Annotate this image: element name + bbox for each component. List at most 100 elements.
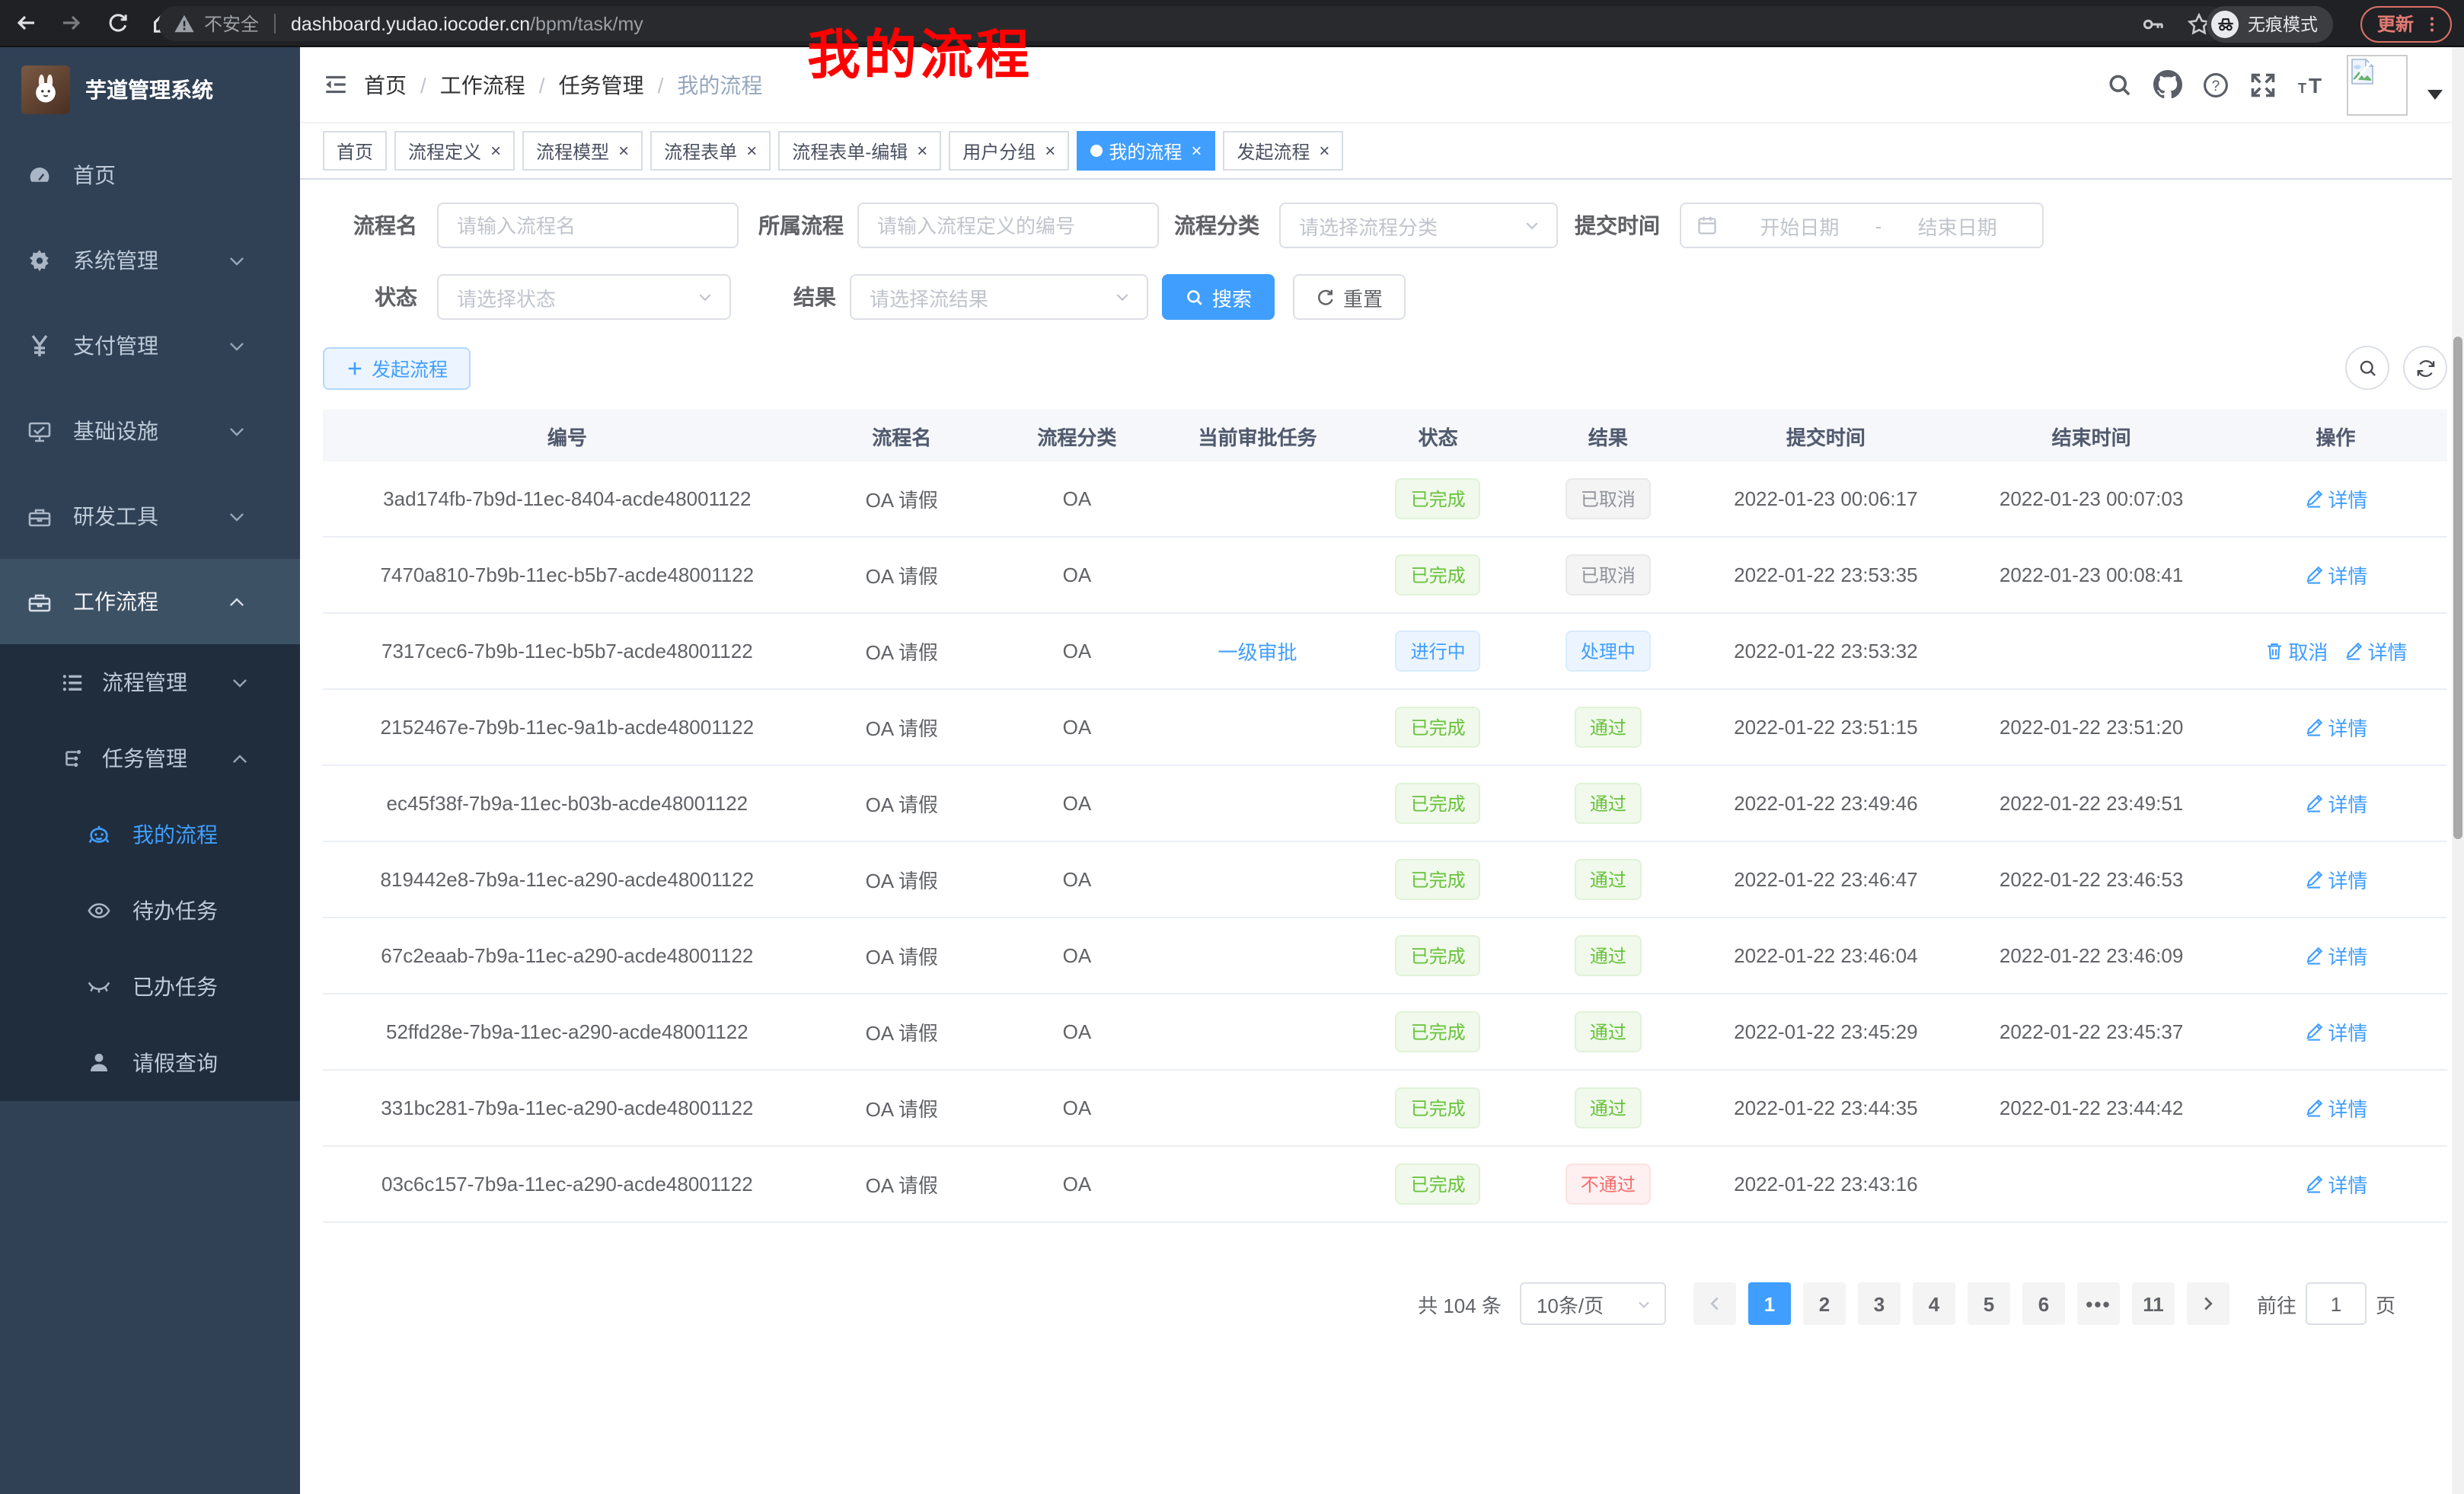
goto-page-input[interactable] [2305,1282,2367,1325]
action-详情-link[interactable]: 详情 [2303,484,2367,513]
browser-reload-button[interactable] [97,3,137,43]
close-tab-icon[interactable]: × [1319,140,1330,161]
tab-流程表单[interactable]: 流程表单 × [650,131,771,171]
scrollbar[interactable] [2452,47,2464,1494]
close-tab-icon[interactable]: × [490,140,502,161]
key-icon[interactable] [2141,11,2166,36]
sidebar-item-工作流程[interactable]: 工作流程 [0,559,300,644]
browser-back-button[interactable] [6,3,46,43]
more-pages-button[interactable]: ••• [2076,1282,2120,1325]
sidebar-item-待办任务[interactable]: 待办任务 [0,873,300,949]
result-select[interactable]: 请选择流结果 [850,274,1148,320]
sidebar-item-label: 流程管理 [102,670,187,694]
cell-status: 已完成 [1353,1164,1523,1205]
sidebar-item-请假查询[interactable]: 请假查询 [0,1025,300,1101]
tab-发起流程[interactable]: 发起流程 × [1223,131,1344,171]
table-row: 3ad174fb-7b9d-11ec-8404-acde48001122 OA 请… [323,461,2447,538]
avatar[interactable] [2347,54,2408,115]
action-详情-link[interactable]: 详情 [2303,941,2367,970]
github-button[interactable] [2153,70,2182,99]
tab-我的流程[interactable]: 我的流程 × [1077,131,1216,171]
show-search-toggle-button[interactable] [2345,346,2389,390]
tab-用户分组[interactable]: 用户分组 × [949,131,1070,171]
action-详情-link[interactable]: 详情 [2303,713,2367,742]
next-page-button[interactable] [2186,1282,2229,1325]
action-详情-link[interactable]: 详情 [2303,1170,2367,1199]
trash-icon [2264,641,2284,661]
page-button-5[interactable]: 5 [1967,1282,2010,1325]
security-label[interactable]: 不安全 [204,14,260,35]
browser-menu-dots-icon[interactable] [2423,13,2441,34]
breadcrumb-item-任务管理[interactable]: 任务管理 [558,72,644,97]
page-button-4[interactable]: 4 [1912,1282,1955,1325]
cell-category: OA [1062,1097,1092,1119]
header-search-button[interactable] [2106,71,2134,98]
tab-流程定义[interactable]: 流程定义 × [394,131,515,171]
page-size-select[interactable]: 10条/页 [1519,1282,1666,1325]
process-name-input[interactable] [437,203,739,248]
cell-process-name: OA 请假 [865,793,938,816]
tab-流程表单-编辑[interactable]: 流程表单-编辑 × [778,131,942,171]
search-button[interactable]: 搜索 [1162,274,1275,320]
process-definition-input[interactable] [857,203,1159,248]
breadcrumb-item-我的流程: 我的流程 [677,72,763,97]
reset-button[interactable]: 重置 [1293,274,1406,320]
create-process-button[interactable]: 发起流程 [323,346,471,389]
browser-forward-button[interactable] [52,3,91,43]
app-logo[interactable]: 芋道管理系统 [0,47,300,132]
tab-流程模型[interactable]: 流程模型 × [522,131,643,171]
sidebar-item-我的流程[interactable]: 我的流程 [0,796,300,873]
sidebar-item-流程管理[interactable]: 流程管理 [0,644,300,720]
tab-首页[interactable]: 首页 [323,131,388,171]
caret-down-icon[interactable] [2427,90,2443,101]
sidebar-item-支付管理[interactable]: 支付管理 [0,303,300,388]
broken-image-icon [2350,57,2374,85]
table-row: 331bc281-7b9a-11ec-a290-acde48001122 OA 请… [323,1071,2447,1147]
action-详情-link[interactable]: 详情 [2303,865,2367,894]
cell-status: 已完成 [1353,1011,1523,1052]
sidebar-item-首页[interactable]: 首页 [0,132,300,218]
close-tab-icon[interactable]: × [1191,140,1202,161]
action-详情-link[interactable]: 详情 [2343,637,2407,666]
sidebar-item-研发工具[interactable]: 研发工具 [0,474,300,559]
sidebar-item-基础设施[interactable]: 基础设施 [0,388,300,474]
breadcrumb-item-首页[interactable]: 首页 [364,72,407,97]
close-tab-icon[interactable]: × [917,140,928,161]
close-tab-icon[interactable]: × [618,140,630,161]
refresh-table-button[interactable] [2403,346,2447,390]
action-详情-link[interactable]: 详情 [2303,1093,2367,1122]
breadcrumb-item-工作流程[interactable]: 工作流程 [439,72,525,97]
sidebar-item-已办任务[interactable]: 已办任务 [0,949,300,1025]
action-详情-link[interactable]: 详情 [2303,1017,2367,1046]
category-select[interactable]: 请选择流程分类 [1279,203,1558,248]
table-row: 03c6c157-7b9a-11ec-a290-acde48001122 OA 请… [323,1147,2447,1223]
browser-update-button[interactable]: 更新 [2360,5,2452,42]
page-button-6[interactable]: 6 [2022,1282,2065,1325]
close-tab-icon[interactable]: × [1045,140,1056,161]
current-task-link[interactable]: 一级审批 [1218,641,1297,664]
sidebar-item-系统管理[interactable]: 系统管理 [0,218,300,303]
close-tab-icon[interactable]: × [746,140,758,161]
fullscreen-button[interactable] [2249,71,2277,98]
page-button-2[interactable]: 2 [1802,1282,1846,1325]
scrollbar-thumb[interactable] [2453,337,2462,839]
status-select[interactable]: 请选择状态 [437,274,731,320]
prev-page-button[interactable] [1693,1282,1736,1325]
page-button-3[interactable]: 3 [1857,1282,1901,1325]
eye-icon [87,900,111,921]
action-详情-link[interactable]: 详情 [2303,560,2367,589]
page-button-11[interactable]: 11 [2131,1282,2175,1325]
help-button[interactable]: ? [2202,71,2229,98]
sidebar-item-任务管理[interactable]: 任务管理 [0,720,300,796]
bookmark-star-icon[interactable] [2187,11,2211,36]
edit-icon [2303,1098,2323,1118]
submit-time-range-picker[interactable]: 开始日期 - 结束日期 [1680,203,2044,248]
process-table: 编号 流程名 流程分类 当前审批任务 状态 结果 提交时间 结束时间 操作 3ad174fb-7… [323,410,2447,1223]
action-详情-link[interactable]: 详情 [2303,789,2367,818]
action-取消-link[interactable]: 取消 [2264,637,2328,666]
page-suffix-label: 页 [2375,1294,2395,1317]
url-bar[interactable]: 不安全 dashboard.yudao.iocoder.cn/bpm/task/… [158,6,2226,41]
page-button-1[interactable]: 1 [1747,1282,1791,1325]
sidebar-toggle-button[interactable] [300,72,364,97]
